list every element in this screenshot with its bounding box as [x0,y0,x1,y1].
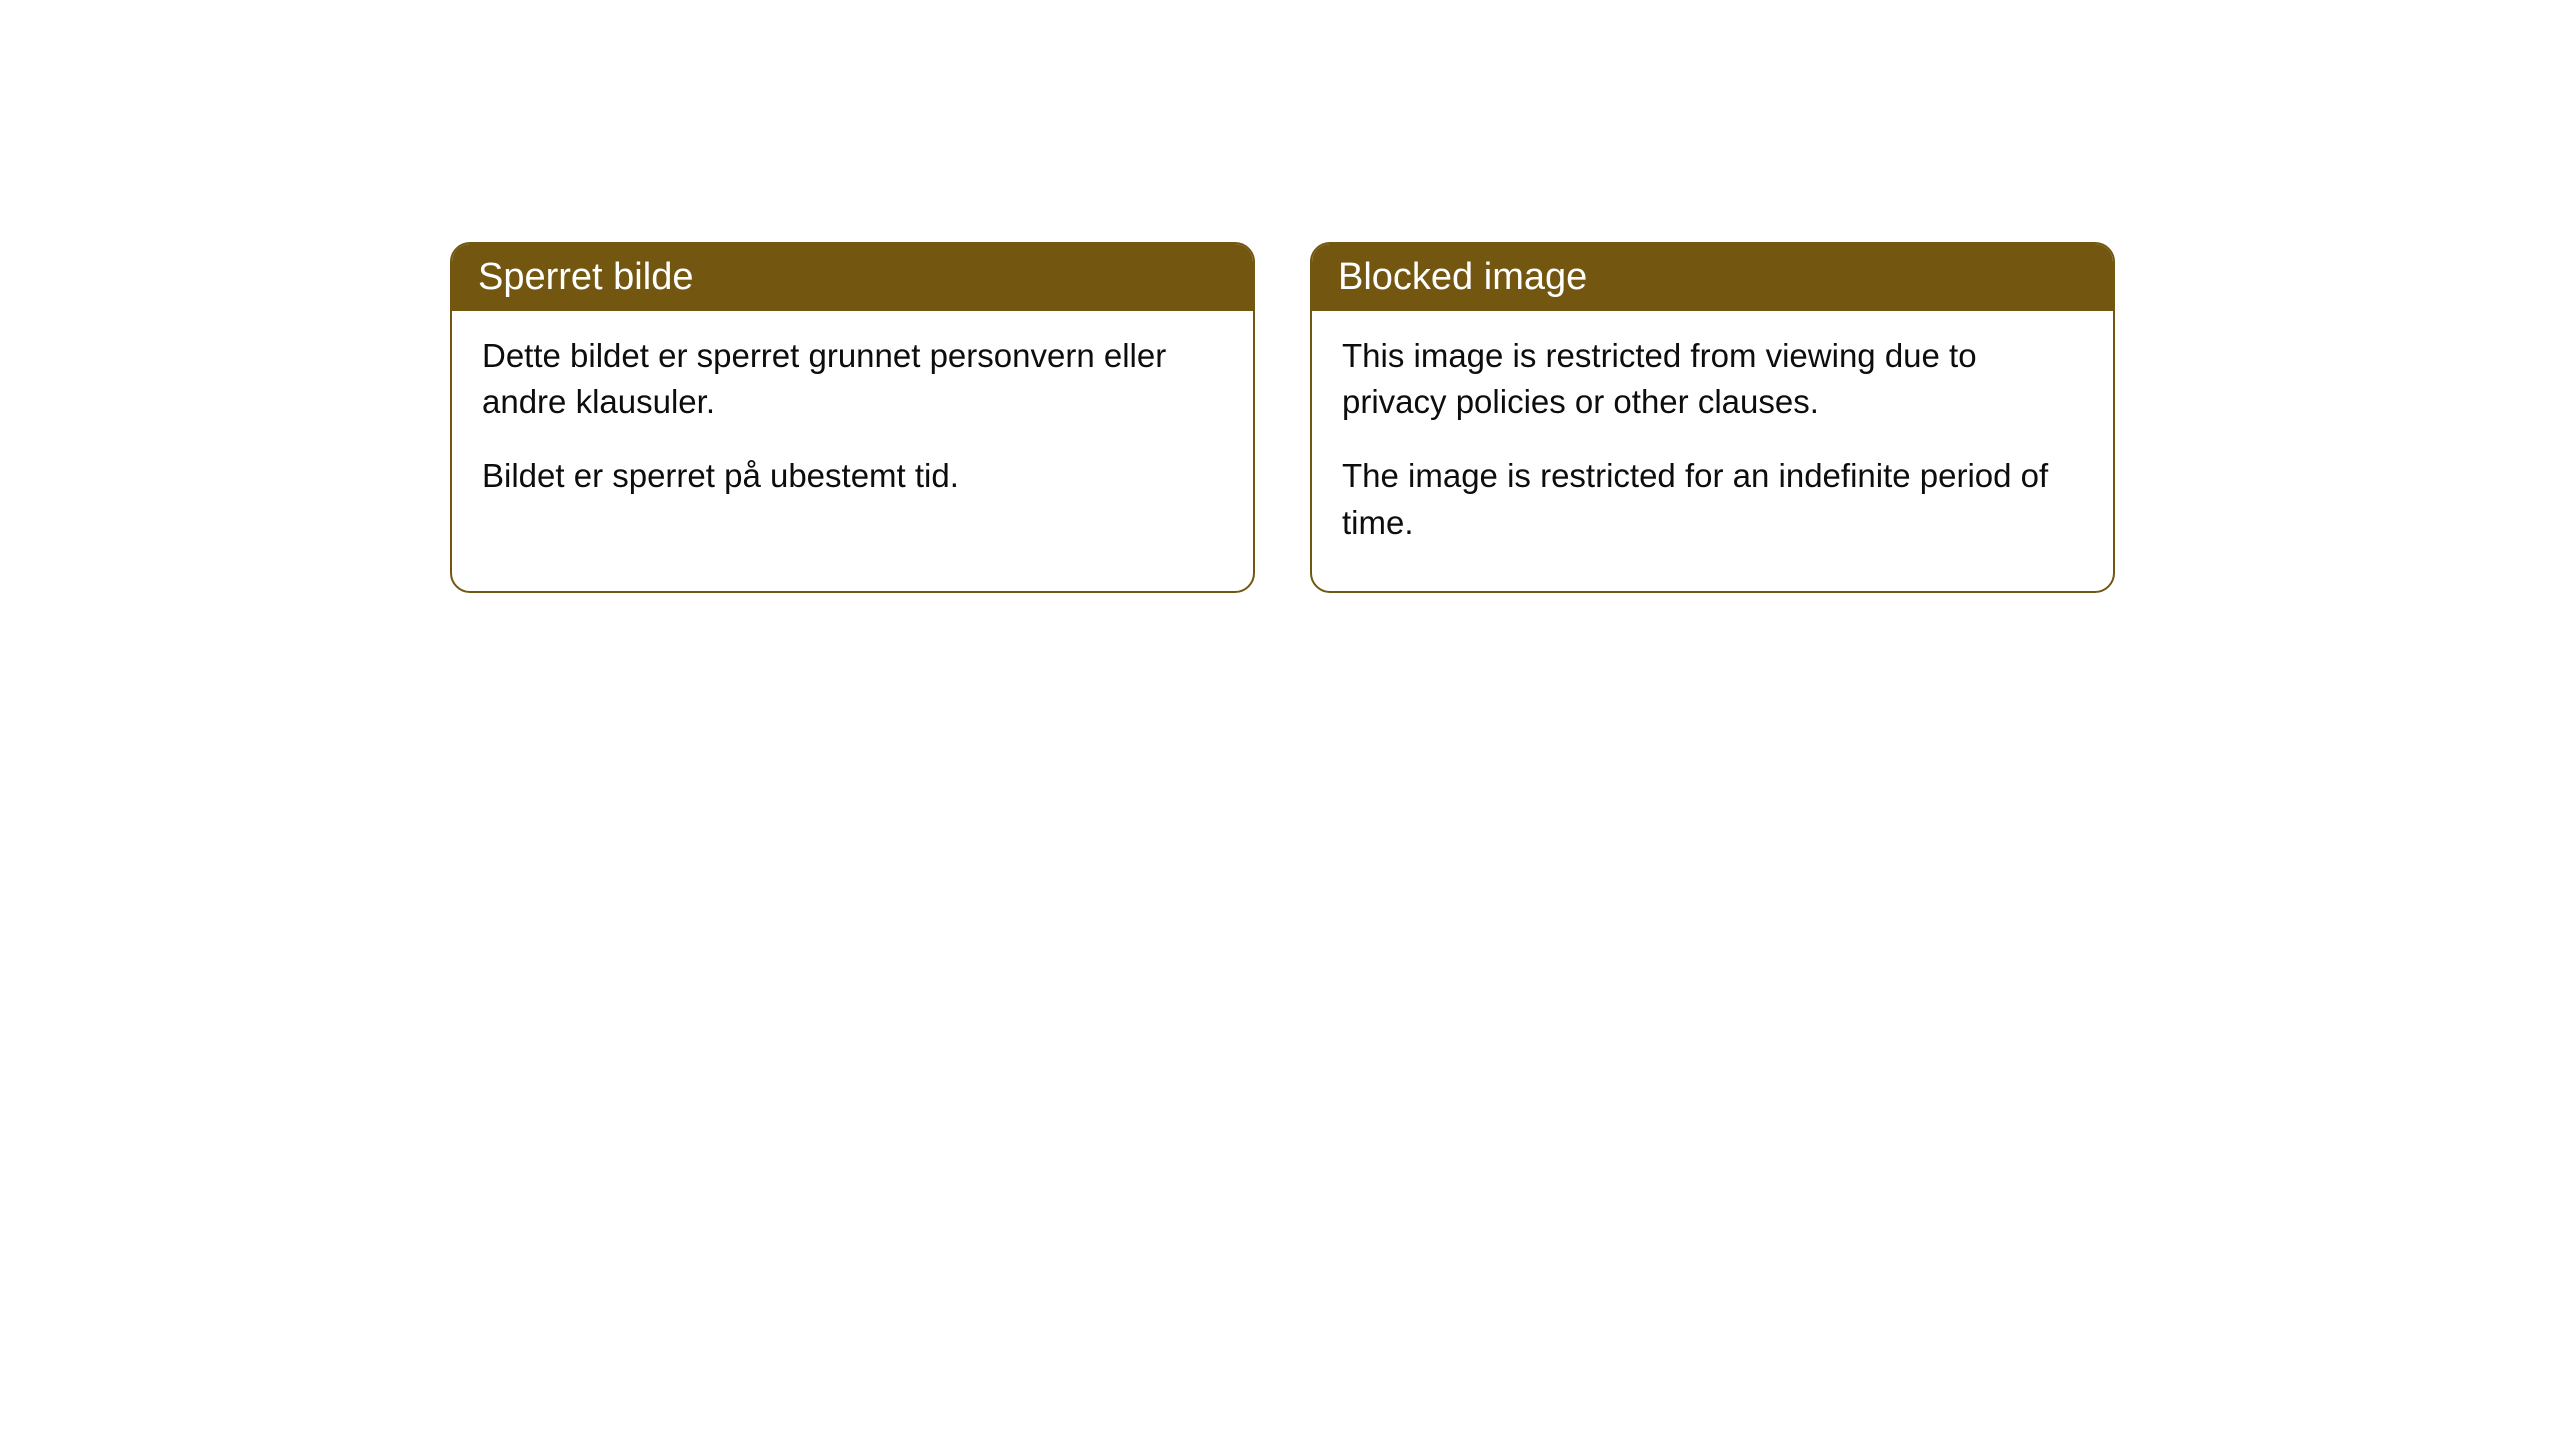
notice-cards-container: Sperret bilde Dette bildet er sperret gr… [450,242,2115,593]
card-paragraph-2-english: The image is restricted for an indefinit… [1342,453,2083,545]
card-paragraph-1-norwegian: Dette bildet er sperret grunnet personve… [482,333,1223,425]
card-body-norwegian: Dette bildet er sperret grunnet personve… [452,311,1253,545]
card-paragraph-2-norwegian: Bildet er sperret på ubestemt tid. [482,453,1223,499]
card-header-english: Blocked image [1312,244,2113,311]
card-title-english: Blocked image [1338,256,1587,298]
card-body-english: This image is restricted from viewing du… [1312,311,2113,591]
card-header-norwegian: Sperret bilde [452,244,1253,311]
notice-card-english: Blocked image This image is restricted f… [1310,242,2115,593]
notice-card-norwegian: Sperret bilde Dette bildet er sperret gr… [450,242,1255,593]
card-paragraph-1-english: This image is restricted from viewing du… [1342,333,2083,425]
card-title-norwegian: Sperret bilde [478,256,693,298]
